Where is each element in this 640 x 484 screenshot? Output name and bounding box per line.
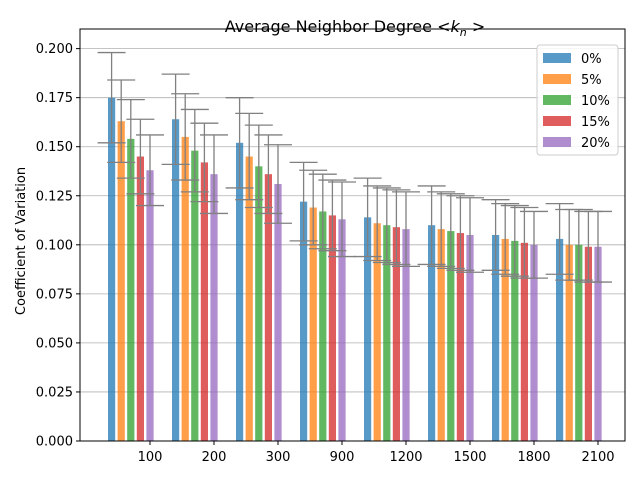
- y-axis-label: Coefficient of Variation: [14, 167, 29, 315]
- bar-15pct-900: [328, 215, 336, 441]
- bar-5pct-1200: [373, 223, 381, 441]
- bar-20pct-100: [146, 170, 154, 441]
- legend-swatch: [543, 137, 571, 147]
- legend-swatch: [543, 74, 571, 84]
- bar-5pct-200: [181, 136, 189, 441]
- bar-10pct-1200: [383, 225, 391, 441]
- bar-5pct-1800: [501, 238, 509, 441]
- y-tick-label: 0.150: [36, 140, 73, 155]
- bar-15pct-2100: [584, 246, 592, 441]
- bar-20pct-2100: [594, 246, 602, 441]
- y-tick-label: 0.050: [36, 336, 73, 351]
- bar-15pct-1500: [456, 233, 464, 441]
- legend-box: [536, 44, 619, 156]
- y-axis: 0.000 0.025 0.050 0.075 0.100 0.125 0.150 0.175…: [36, 42, 80, 450]
- bar-20pct-900: [338, 219, 346, 441]
- bar-15pct-1800: [520, 242, 528, 441]
- x-tick-label: 1800: [517, 450, 550, 465]
- bar-0pct-2100: [556, 238, 564, 441]
- legend-label: 10%: [581, 94, 610, 109]
- bar-10pct-300: [255, 166, 263, 442]
- error-bars: [97, 51, 612, 283]
- x-axis: 100 200 300 900 1200 1500 1800 2100: [138, 441, 615, 465]
- y-tick-label: 0.025: [36, 385, 73, 400]
- y-tick-label: 0.100: [36, 238, 73, 253]
- bar-10pct-1800: [511, 240, 519, 441]
- chart-title: Average Neighbor Degree <kn >: [225, 17, 485, 39]
- bar-0pct-200: [172, 119, 180, 441]
- bar-10pct-900: [319, 211, 327, 441]
- y-tick-label: 0.200: [36, 42, 73, 57]
- bar-0pct-1200: [364, 217, 372, 441]
- y-tick-label: 0.175: [36, 91, 73, 106]
- y-tick-label: 0.000: [36, 435, 73, 450]
- bar-0pct-300: [236, 142, 244, 442]
- x-tick-label: 100: [138, 450, 163, 465]
- bar-5pct-100: [117, 121, 125, 441]
- bar-10pct-2100: [575, 244, 583, 441]
- legend-label: 20%: [581, 136, 610, 151]
- y-tick-label: 0.125: [36, 189, 73, 204]
- x-tick-label: 200: [202, 450, 227, 465]
- bar-15pct-100: [136, 156, 144, 441]
- bar-20pct-300: [274, 183, 282, 441]
- plot-frame: [79, 28, 626, 442]
- legend-label: 15%: [581, 115, 610, 130]
- legend-swatch: [543, 95, 571, 105]
- x-tick-label: 300: [266, 450, 291, 465]
- bar-5pct-2100: [565, 244, 573, 441]
- bar-15pct-300: [264, 174, 272, 441]
- bar-10pct-200: [191, 150, 199, 441]
- legend-label: 5%: [581, 73, 602, 88]
- bar-10pct-100: [127, 138, 135, 441]
- legend-label: 0%: [581, 52, 602, 67]
- bar-20pct-1800: [530, 244, 538, 441]
- x-tick-label: 1200: [389, 450, 422, 465]
- legend-swatch: [543, 116, 571, 126]
- bar-0pct-900: [300, 201, 308, 441]
- bar-0pct-1500: [428, 225, 436, 441]
- y-tick-label: 0.075: [36, 287, 73, 302]
- bar-5pct-300: [245, 156, 253, 441]
- x-tick-label: 900: [330, 450, 355, 465]
- bar-5pct-1500: [437, 229, 445, 441]
- bar-15pct-1200: [392, 227, 400, 441]
- bars: [108, 97, 602, 442]
- x-tick-label: 1500: [453, 450, 486, 465]
- bar-20pct-200: [210, 174, 218, 441]
- legend-swatch: [543, 53, 571, 63]
- bar-5pct-900: [309, 207, 317, 441]
- bar-10pct-1500: [447, 231, 455, 441]
- bar-15pct-200: [200, 162, 208, 441]
- legend: 0% 5% 10% 15% 20%: [536, 44, 619, 156]
- bar-20pct-1200: [402, 229, 410, 441]
- bar-0pct-1800: [492, 235, 500, 441]
- bar-0pct-100: [108, 97, 116, 442]
- bar-20pct-1500: [466, 235, 474, 441]
- x-tick-label: 2100: [581, 450, 614, 465]
